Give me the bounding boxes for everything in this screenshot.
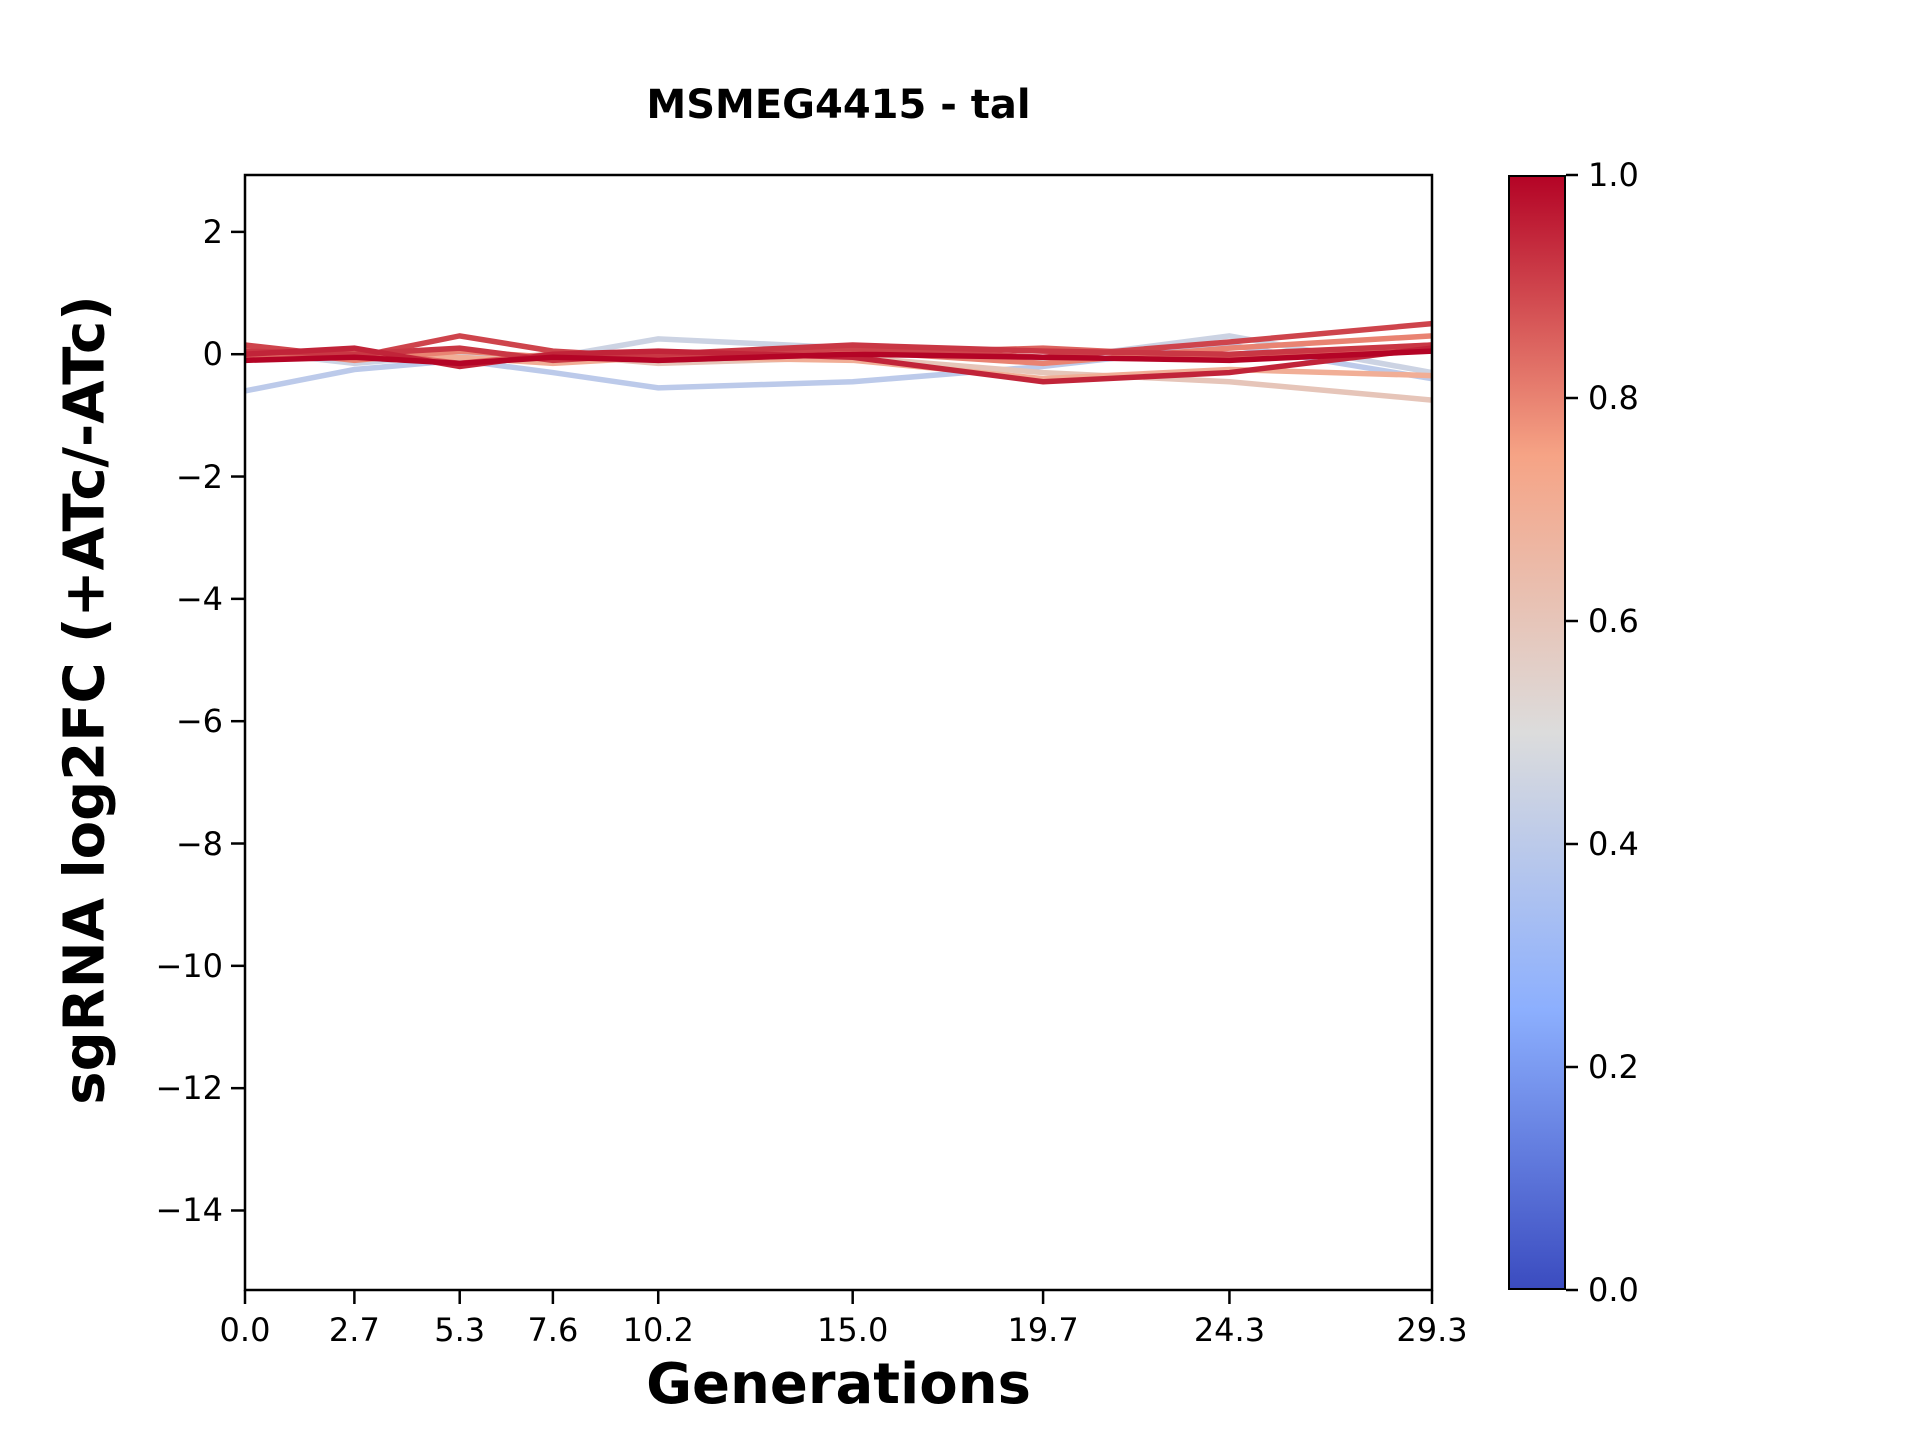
x-tick-label: 19.7 (1007, 1311, 1079, 1349)
y-tick-label: 2 (202, 212, 223, 251)
sgRNA-line (244, 348, 1433, 367)
y-tick-label: −12 (155, 1069, 223, 1108)
colorbar-tick-label: 0.2 (1588, 1048, 1639, 1086)
colorbar-tick-label: 1.0 (1588, 156, 1639, 194)
sgRNA-line (244, 345, 1433, 385)
y-tick-label: −2 (175, 457, 223, 496)
x-tick-label: 5.3 (434, 1311, 486, 1349)
colorbar-tick-label: 0.8 (1588, 379, 1639, 417)
x-axis-label: Generations (646, 1352, 1031, 1417)
y-tick-label: −6 (175, 702, 223, 741)
y-tick-label: −4 (175, 579, 223, 618)
x-tick-label: 24.3 (1193, 1311, 1266, 1349)
y-tick-label: −14 (155, 1191, 223, 1230)
x-tick-label: 15.0 (817, 1311, 889, 1349)
colorbar-tick-label: 0.4 (1588, 825, 1639, 863)
colorbar-tick-label: 0.6 (1588, 602, 1639, 640)
x-tick-label: 10.2 (622, 1311, 694, 1349)
y-tick-label: 0 (202, 335, 223, 374)
x-tick-label: 2.7 (328, 1311, 380, 1349)
chart-title: MSMEG4415 - tal (646, 82, 1031, 128)
x-tick-label: 29.3 (1396, 1311, 1468, 1349)
x-tick-label: 7.6 (527, 1311, 579, 1349)
colorbar (1508, 175, 1566, 1290)
colorbar-tick-label: 0.0 (1588, 1271, 1639, 1309)
axes-frame (243, 173, 1434, 1292)
x-tick-label: 0.0 (219, 1311, 271, 1349)
y-tick-label: −8 (175, 824, 223, 863)
y-tick-label: −10 (155, 946, 223, 985)
